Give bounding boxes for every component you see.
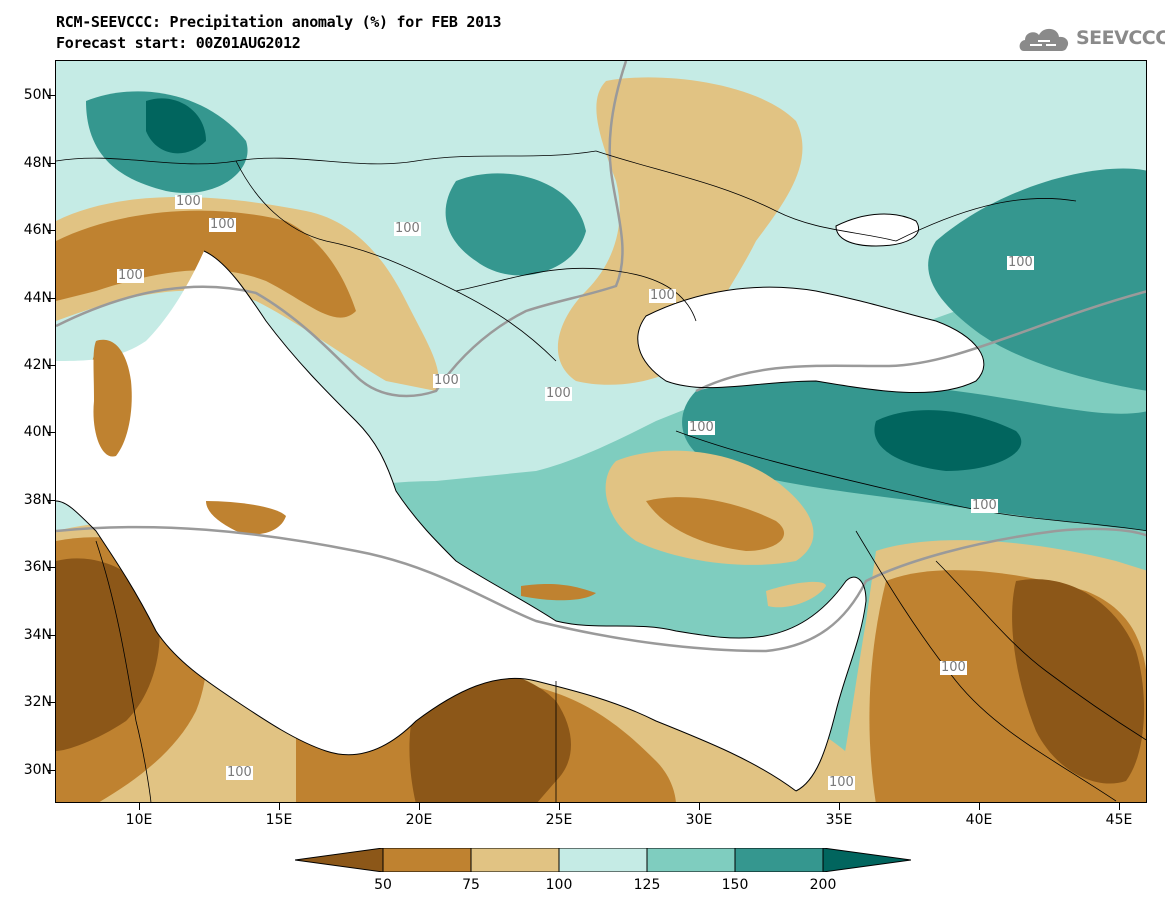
title-line-2: Forecast start: 00Z01AUG2012 (56, 34, 301, 52)
lat-label: 36N (23, 559, 52, 575)
sardinia-corsica-island (93, 339, 132, 457)
lon-tick (419, 803, 420, 810)
anomaly-map (56, 61, 1146, 802)
lon-label: 30E (685, 812, 713, 828)
lat-label: 46N (23, 222, 52, 238)
lat-tick (48, 702, 55, 703)
lat-tick (48, 432, 55, 433)
field-over-200-turkey (874, 410, 1022, 471)
colorbar-bin-above-200 (822, 848, 911, 872)
logo-text: SEEVCCC (1076, 27, 1165, 49)
colorbar-bin-75-100 (470, 848, 560, 872)
contour-label-100: 100 (175, 194, 202, 209)
contour-label-100: 100 (226, 765, 253, 780)
lon-label: 35E (825, 812, 853, 828)
contour-label-100: 100 (1007, 255, 1034, 270)
lon-label: 15E (265, 812, 293, 828)
lat-tick (48, 567, 55, 568)
cloud-logo-icon (1019, 28, 1069, 51)
seevccc-logo: SEEVCCC (1016, 21, 1165, 57)
contour-label-100: 100 (649, 288, 676, 303)
lon-tick (839, 803, 840, 810)
lon-tick (139, 803, 140, 810)
contour-label-100: 100 (433, 373, 460, 388)
field-50-tunisia (56, 558, 160, 751)
contour-label-100: 100 (688, 420, 715, 435)
lon-label: 25E (545, 812, 573, 828)
map-plot-area (55, 60, 1147, 803)
lat-label: 34N (23, 627, 52, 643)
lat-tick (48, 500, 55, 501)
field-50-iraq (1012, 579, 1145, 784)
lat-label: 40N (23, 424, 52, 440)
lat-tick (48, 635, 55, 636)
colorbar-label: 100 (545, 877, 573, 893)
sea-of-azov-mask (836, 214, 919, 246)
contour-label-100: 100 (117, 268, 144, 283)
contour-label-100: 100 (940, 660, 967, 675)
lon-tick (1119, 803, 1120, 810)
colorbar-label: 75 (462, 877, 480, 893)
contour-100-south (56, 525, 1146, 653)
colorbar-label: 200 (809, 877, 837, 893)
colorbar-bin-125-150 (646, 848, 736, 872)
lon-tick (279, 803, 280, 810)
contour-100-west (56, 61, 628, 398)
contour-label-100: 100 (971, 498, 998, 513)
mediterranean-sea-mask (56, 251, 866, 791)
contour-label-100: 100 (209, 217, 236, 232)
colorbar-bin-50-75 (382, 848, 472, 872)
lon-tick (559, 803, 560, 810)
title-line-1: RCM-SEEVCCC: Precipitation anomaly (%) f… (56, 13, 502, 31)
map-title: RCM-SEEVCCC: Precipitation anomaly (%) f… (56, 12, 502, 54)
lon-tick (979, 803, 980, 810)
contour-100-east (695, 290, 1146, 393)
colorbar (295, 848, 911, 872)
contour-label-100: 100 (545, 386, 572, 401)
lat-tick (48, 298, 55, 299)
field-100-ukraine (557, 77, 803, 385)
lat-tick (48, 230, 55, 231)
field-75-turkey-south (646, 497, 785, 551)
colorbar-bin-below-50 (295, 848, 384, 872)
lon-label: 45E (1105, 812, 1133, 828)
lat-label: 32N (23, 694, 52, 710)
lat-label: 48N (23, 155, 52, 171)
cyprus-island (766, 581, 826, 608)
field-over-200-germany (146, 98, 206, 154)
field-200-russia (928, 168, 1146, 391)
lat-tick (48, 770, 55, 771)
lon-label: 20E (405, 812, 433, 828)
lat-tick (48, 163, 55, 164)
lon-tick (699, 803, 700, 810)
lat-tick (48, 365, 55, 366)
sicily-island (206, 501, 286, 535)
lat-label: 30N (23, 762, 52, 778)
field-200-hungary (445, 173, 586, 276)
country-borders (56, 150, 1146, 802)
colorbar-label: 150 (721, 877, 749, 893)
coastlines (56, 213, 985, 792)
lat-label: 50N (23, 87, 52, 103)
contour-label-100: 100 (394, 221, 421, 236)
lat-label: 38N (23, 492, 52, 508)
lon-label: 10E (125, 812, 153, 828)
colorbar-label: 50 (374, 877, 392, 893)
lon-label: 40E (965, 812, 993, 828)
colorbar-label: 125 (633, 877, 661, 893)
contour-label-100: 100 (828, 775, 855, 790)
lat-label: 44N (23, 290, 52, 306)
lat-tick (48, 95, 55, 96)
colorbar-bin-100-125 (558, 848, 648, 872)
lat-label: 42N (23, 357, 52, 373)
crete-island (521, 583, 596, 601)
field-50-cyrenaica (409, 670, 571, 802)
colorbar-bin-150-200 (734, 848, 824, 872)
